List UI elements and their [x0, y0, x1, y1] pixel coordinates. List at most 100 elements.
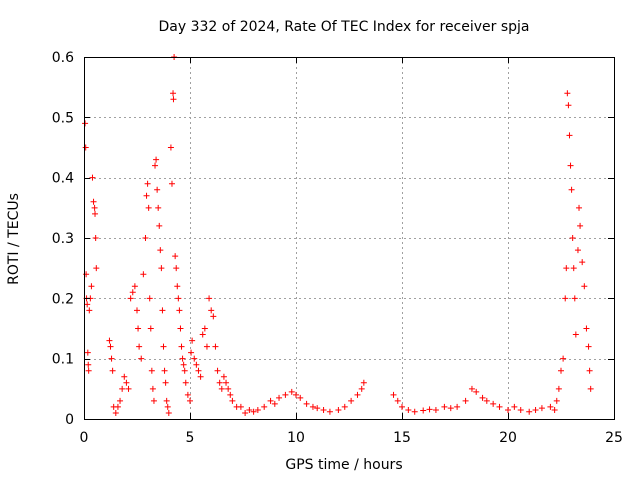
- data-point: [326, 408, 333, 415]
- data-point: [237, 403, 244, 410]
- data-point: [555, 385, 562, 392]
- data-point: [162, 379, 169, 386]
- data-point: [212, 343, 219, 350]
- x-tick-label: 0: [80, 430, 89, 446]
- data-point: [242, 409, 249, 416]
- data-point: [181, 367, 188, 374]
- data-point: [547, 403, 554, 410]
- data-point: [146, 295, 153, 302]
- data-point: [567, 162, 574, 169]
- data-point: [119, 385, 126, 392]
- y-tick-label: 0.1: [52, 352, 74, 368]
- data-point: [89, 174, 96, 181]
- data-point: [399, 403, 405, 410]
- data-point: [569, 235, 576, 241]
- y-tick-label: 0.3: [52, 231, 74, 247]
- data-point: [197, 373, 204, 380]
- y-tick-label: 0.4: [52, 171, 74, 187]
- x-tick-label: 20: [499, 430, 517, 446]
- data-point: [441, 403, 448, 410]
- y-tick-labels: 0 0.1 0.2 0.3 0.4 0.5 0.6: [52, 50, 74, 428]
- data-point: [107, 343, 114, 350]
- data-point: [570, 265, 577, 272]
- data-point: [179, 355, 186, 362]
- data-point: [114, 403, 121, 410]
- data-point: [108, 355, 115, 362]
- data-point: [394, 397, 401, 404]
- data-point: [335, 406, 342, 413]
- data-point: [154, 186, 161, 193]
- data-point: [161, 367, 168, 374]
- y-tick-label: 0.6: [52, 50, 74, 66]
- data-point: [558, 367, 564, 374]
- data-point: [581, 283, 588, 290]
- data-point: [218, 385, 225, 392]
- data-point: [165, 409, 172, 416]
- data-point: [138, 355, 145, 362]
- data-point: [341, 403, 348, 410]
- data-point: [261, 403, 268, 410]
- data-point: [585, 343, 592, 350]
- data-point: [164, 403, 171, 410]
- data-point: [92, 235, 99, 241]
- data-point: [82, 144, 89, 151]
- data-point: [131, 283, 138, 290]
- data-point: [220, 373, 227, 380]
- data-point: [511, 403, 518, 410]
- data-point: [173, 265, 180, 272]
- y-axis-label: ROTI / TECUs: [6, 193, 22, 285]
- data-point: [562, 295, 569, 302]
- data-point: [206, 295, 213, 302]
- data-point: [188, 349, 195, 356]
- data-point: [156, 222, 163, 229]
- data-point: [574, 247, 581, 254]
- y-tick-label: 0.5: [52, 110, 74, 126]
- data-point: [123, 379, 130, 386]
- data-point: [314, 405, 321, 412]
- data-point: [288, 388, 295, 395]
- data-point: [187, 397, 193, 404]
- data-point: [90, 198, 97, 205]
- data-point: [309, 403, 316, 410]
- data-point: [420, 407, 427, 414]
- x-tick-label: 10: [287, 430, 305, 446]
- data-point: [129, 289, 136, 296]
- data-point: [572, 331, 579, 338]
- data-point: [526, 408, 533, 415]
- data-point: [479, 394, 486, 401]
- data-point: [532, 406, 539, 413]
- data-point: [106, 337, 113, 344]
- data-point: [223, 379, 230, 386]
- data-point: [152, 162, 159, 169]
- data-point: [127, 295, 134, 302]
- data-point: [136, 343, 143, 350]
- data-point: [229, 397, 236, 404]
- data-point: [125, 385, 132, 392]
- x-tick-label: 5: [186, 430, 195, 446]
- data-point: [462, 397, 469, 404]
- data-point: [153, 156, 160, 163]
- data-point: [360, 379, 367, 386]
- data-point: [227, 391, 234, 398]
- data-point: [579, 259, 586, 266]
- data-point: [505, 406, 511, 413]
- data-point: [195, 367, 202, 374]
- data-points: [82, 54, 594, 416]
- data-point: [254, 406, 261, 413]
- chart-title: Day 332 of 2024, Rate Of TEC Index for r…: [158, 19, 529, 35]
- data-point: [112, 409, 119, 416]
- data-point: [201, 325, 208, 332]
- data-point: [571, 295, 578, 302]
- data-point: [174, 283, 181, 290]
- data-point: [176, 307, 183, 314]
- data-point: [157, 247, 164, 254]
- data-point: [225, 385, 232, 392]
- data-point: [91, 204, 98, 211]
- data-point: [134, 307, 140, 314]
- data-point: [320, 406, 327, 413]
- data-point: [271, 400, 278, 407]
- data-point: [158, 265, 165, 272]
- data-point: [468, 385, 475, 392]
- data-point: [473, 388, 480, 395]
